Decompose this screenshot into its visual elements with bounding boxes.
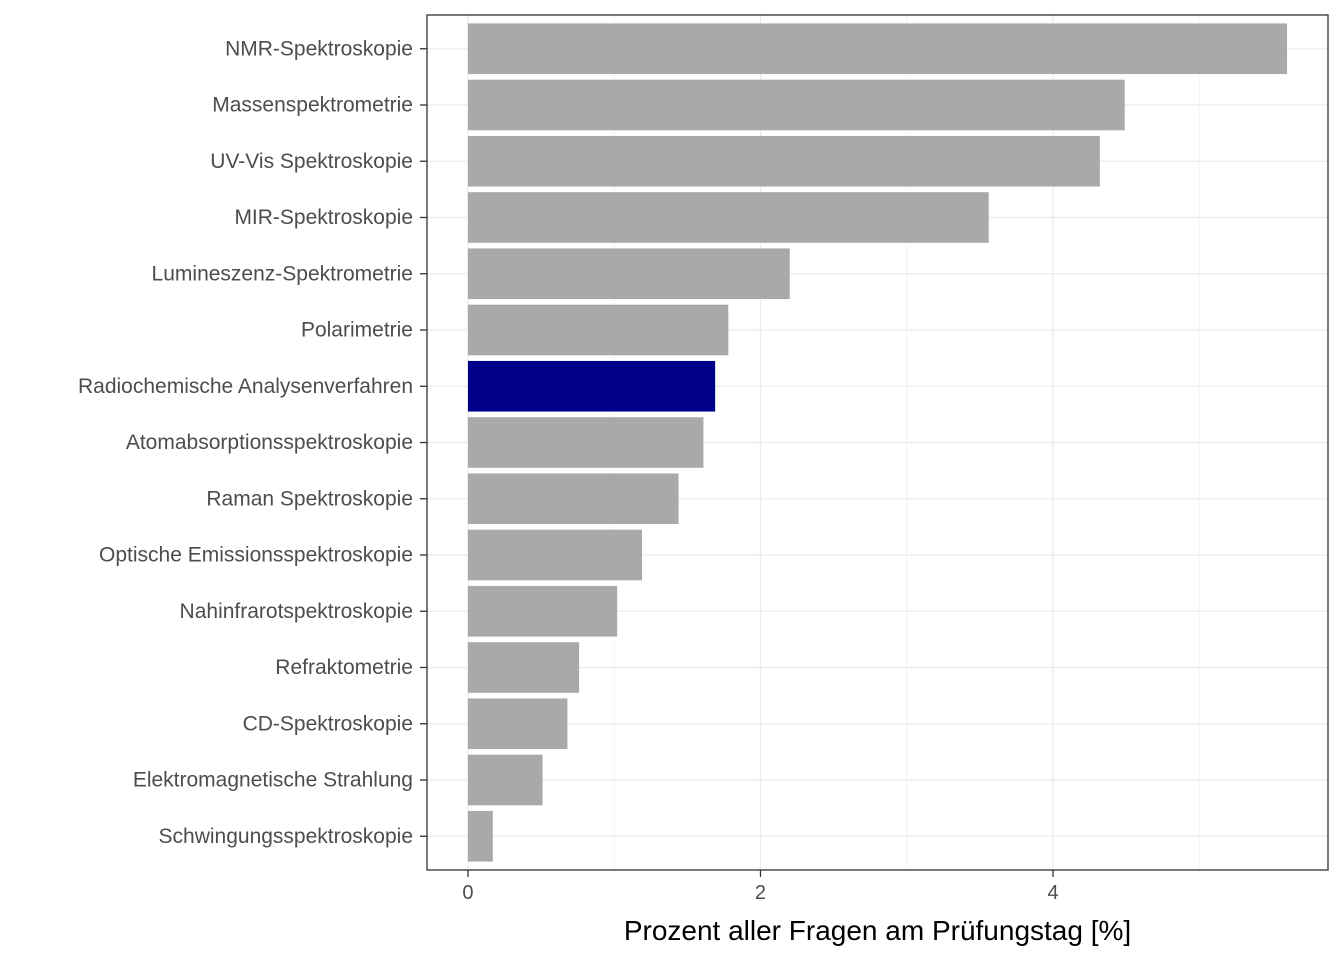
x-axis: 0 2 4 (462, 870, 1059, 904)
y-tick-label: Refraktometrie (275, 656, 413, 679)
bar (467, 304, 729, 356)
bar (467, 529, 643, 581)
x-tick-label: 2 (755, 882, 766, 904)
y-tick-label: Raman Spektroskopie (206, 487, 413, 510)
y-tick-label: NMR-Spektroskopie (225, 37, 413, 60)
y-tick-label: Nahinfrarotspektroskopie (180, 600, 413, 623)
bar (467, 360, 716, 412)
bar (467, 754, 543, 806)
bar (467, 23, 1288, 75)
y-tick-label: Atomabsorptionsspektroskopie (126, 431, 413, 454)
y-tick-label: Polarimetrie (301, 319, 413, 342)
y-tick-label: Lumineszenz-Spektrometrie (152, 262, 413, 285)
bar (467, 79, 1125, 131)
x-axis-title: Prozent aller Fragen am Prüfungstag [%] (624, 915, 1131, 946)
y-tick-label: Optische Emissionsspektroskopie (99, 544, 413, 567)
bar (467, 248, 790, 300)
bar (467, 473, 679, 525)
bar (467, 192, 989, 243)
y-tick-label: Schwingungsspektroskopie (159, 825, 413, 848)
bar (467, 417, 704, 468)
bar (467, 135, 1100, 187)
y-tick-label: Elektromagnetische Strahlung (133, 769, 413, 792)
y-axis: NMR-Spektroskopie Massenspektrometrie UV-V… (78, 37, 427, 848)
y-tick-label: Massenspektrometrie (212, 94, 413, 117)
y-tick-label: Radiochemische Analysenverfahren (78, 375, 413, 398)
bars (467, 23, 1288, 862)
y-tick-label: UV-Vis Spektroskopie (210, 150, 413, 173)
bar (467, 698, 568, 750)
x-tick-label: 0 (462, 882, 473, 904)
y-tick-label: MIR-Spektroskopie (234, 206, 413, 229)
x-tick-label: 4 (1047, 882, 1058, 904)
bar (467, 585, 618, 637)
bar (467, 642, 580, 693)
y-tick-label: CD-Spektroskopie (243, 712, 413, 735)
bar (467, 810, 493, 862)
